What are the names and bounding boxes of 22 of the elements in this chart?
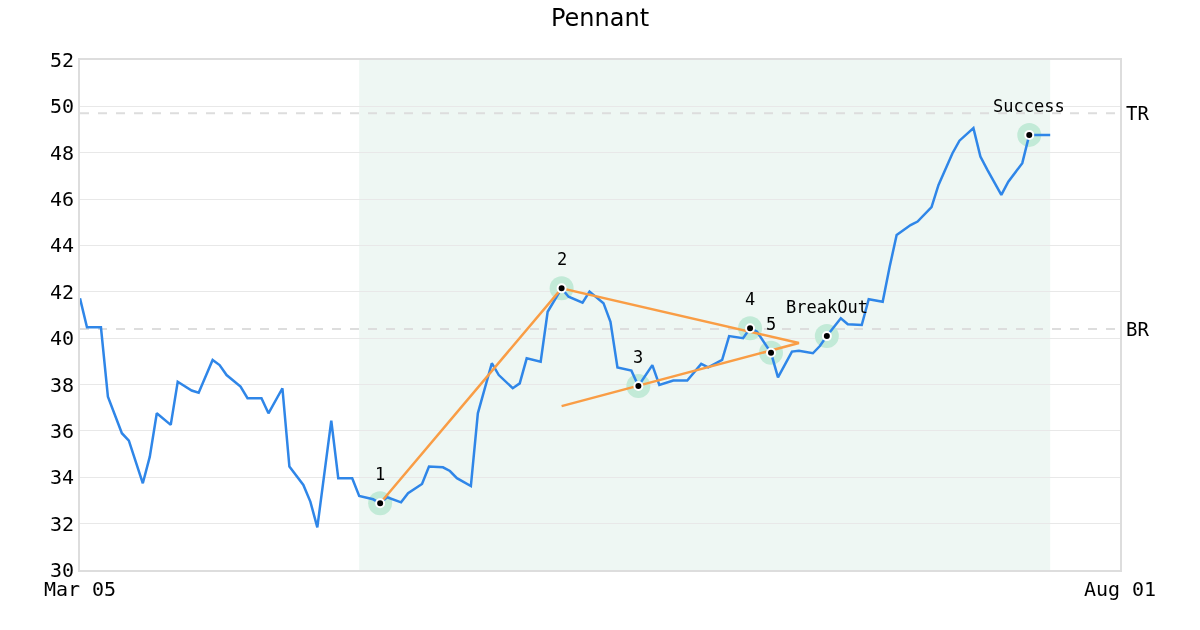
y-tick-label: 34	[49, 465, 74, 490]
y-tick-label: 50	[49, 94, 74, 119]
y-tick-label: 42	[49, 279, 74, 304]
y-tick-label: 38	[49, 372, 74, 397]
x-tick-label: Aug 01	[1083, 577, 1157, 601]
y-tick-label: 40	[49, 326, 74, 351]
line-series	[80, 126, 1052, 529]
ref-line-label: TR	[1126, 102, 1150, 124]
y-tick-label: 44	[49, 233, 74, 258]
annotation: 5	[766, 314, 777, 334]
annotation: 1	[375, 464, 386, 484]
chart-title: Pennant	[550, 4, 650, 33]
y-tick-label: 32	[49, 511, 74, 536]
y-tick-label: 36	[49, 418, 74, 443]
annotation: Success	[993, 96, 1065, 116]
y-tick-label: 48	[49, 140, 74, 165]
annotation: 4	[745, 289, 756, 309]
ref-line-label: BR	[1126, 318, 1150, 340]
annotation: 2	[557, 249, 568, 269]
annotation: 3	[633, 347, 644, 367]
y-tick-label: 46	[49, 187, 74, 212]
y-tick-label: 52	[49, 48, 74, 72]
